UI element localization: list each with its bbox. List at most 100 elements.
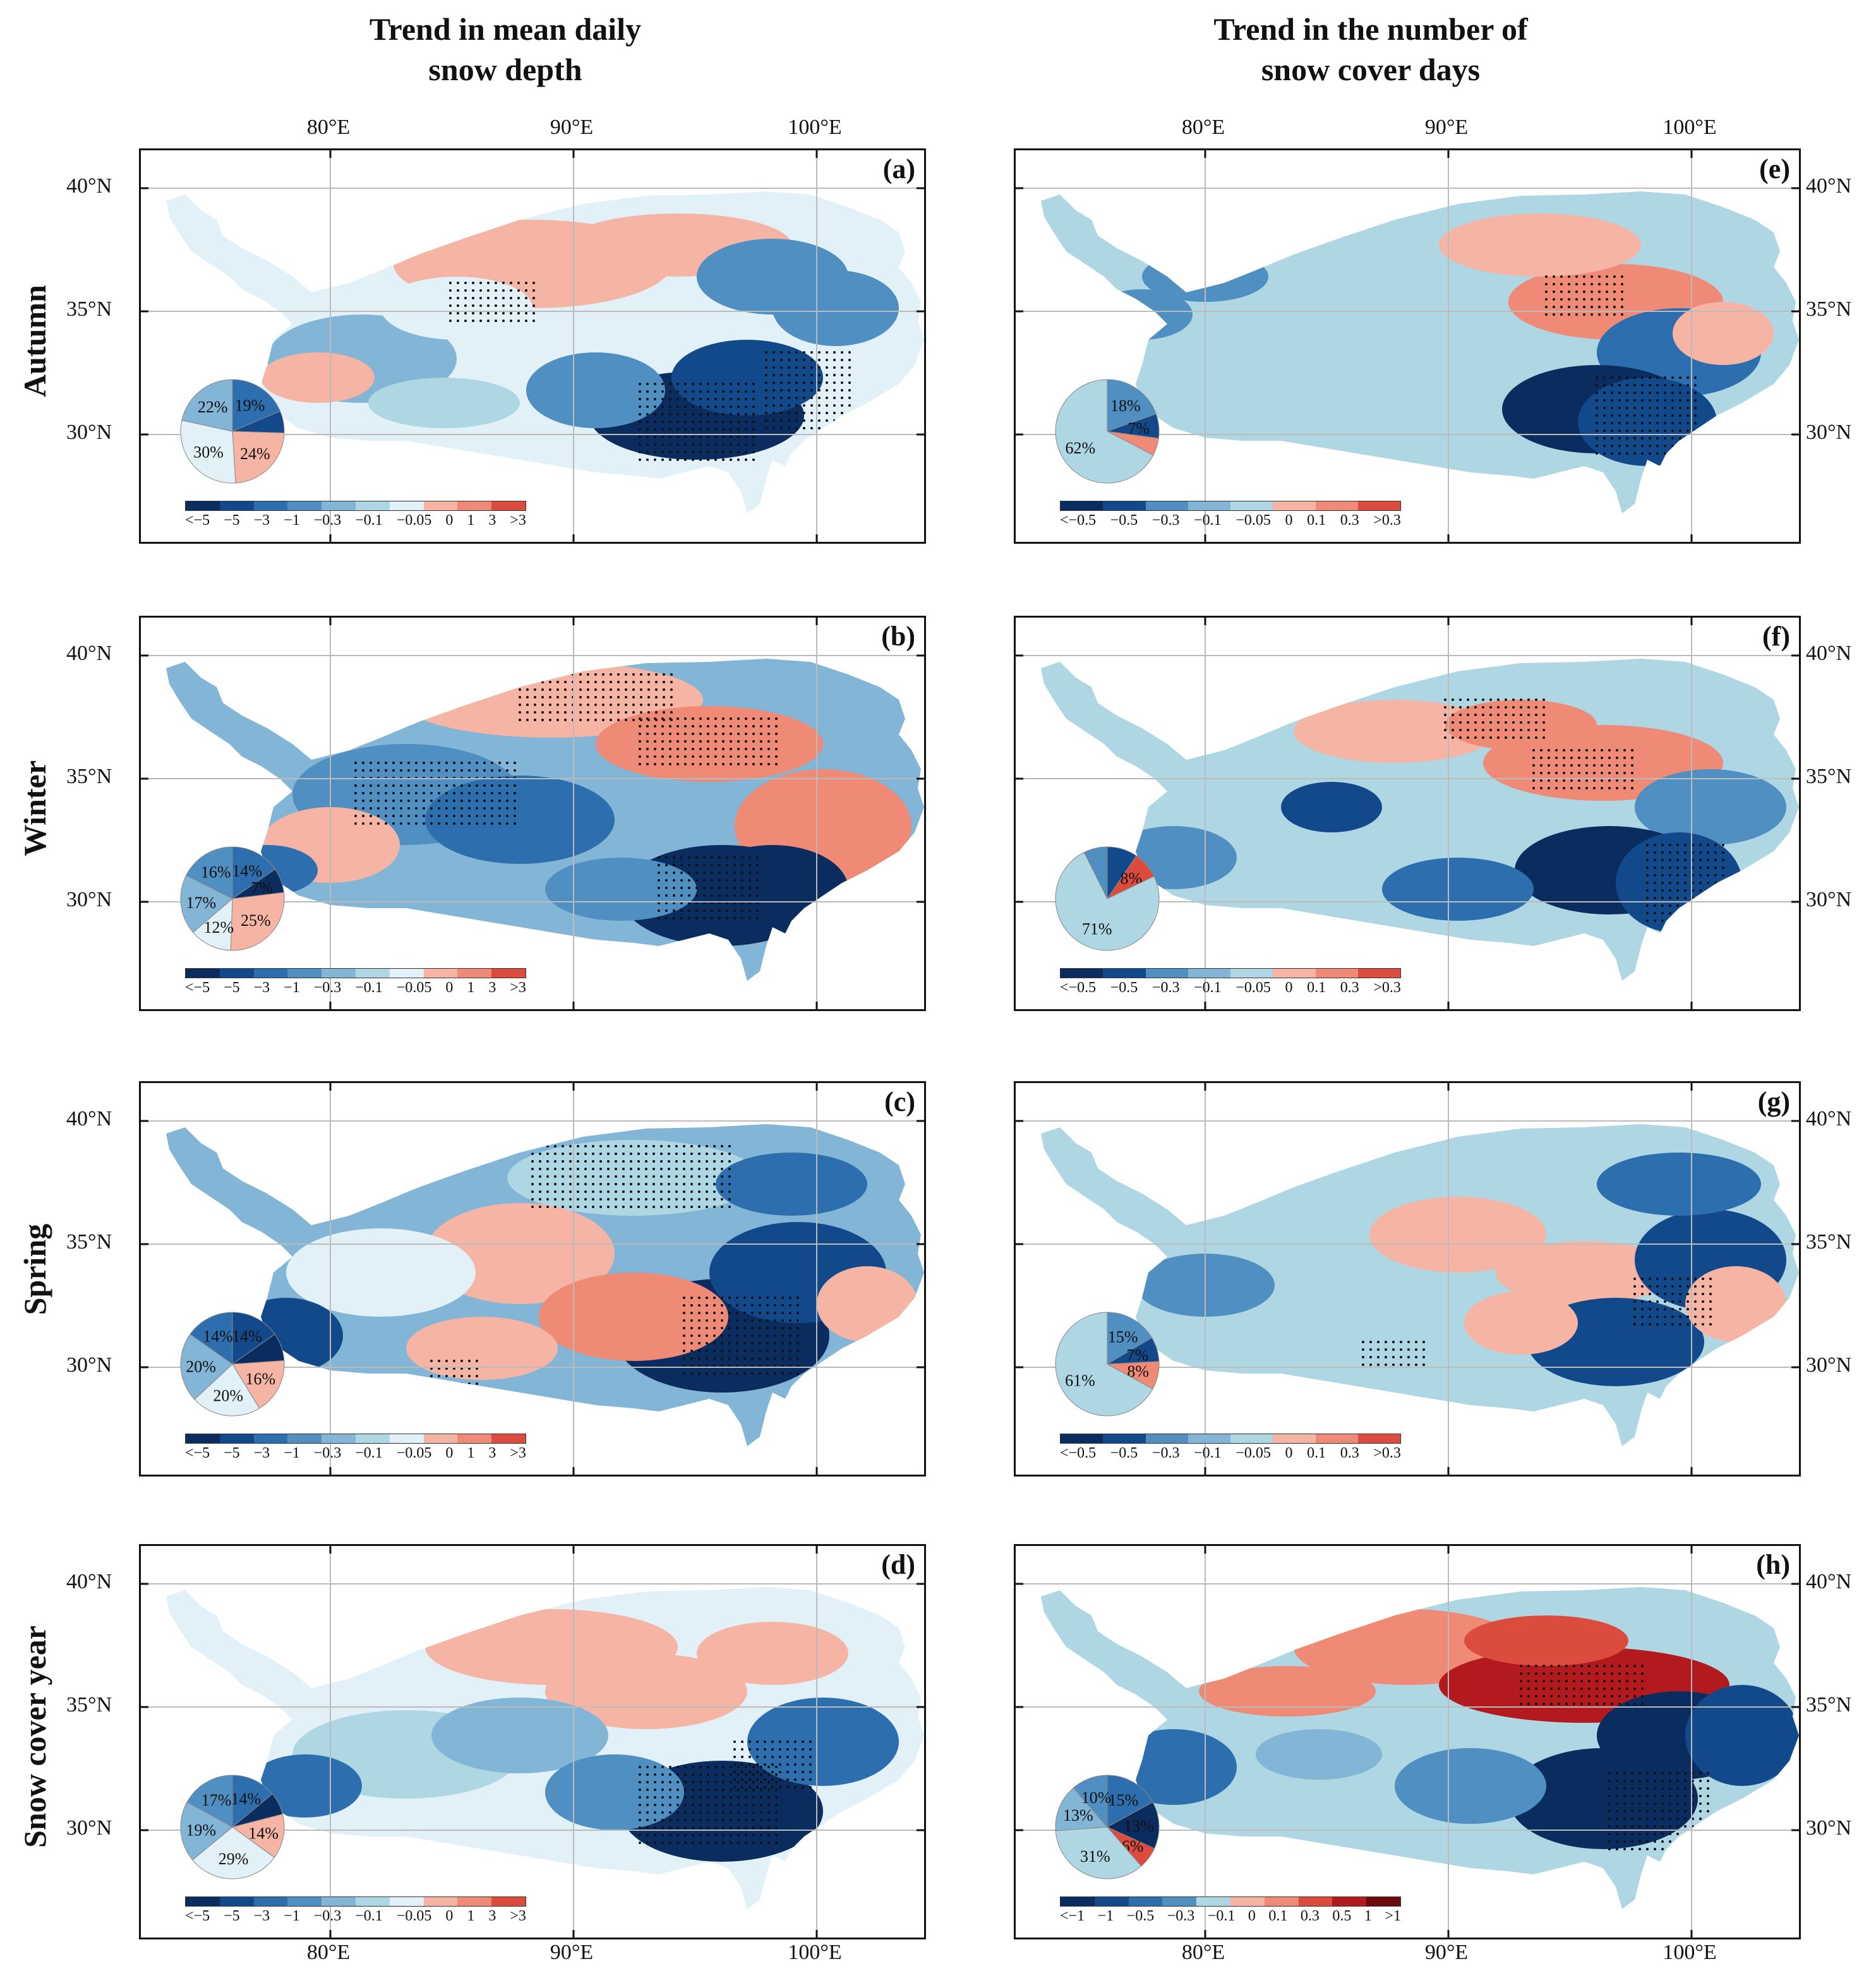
row-label-autumn: Autumn: [17, 285, 52, 397]
significance-dot: [599, 1175, 602, 1178]
significance-dot: [1558, 1672, 1560, 1675]
significance-dot: [752, 763, 755, 765]
significance-dot: [639, 405, 641, 408]
significance-dot: [1616, 779, 1618, 782]
significance-dot: [714, 383, 717, 385]
significance-dot: [767, 748, 770, 750]
significance-dot: [706, 1145, 708, 1147]
significance-dot: [1649, 399, 1651, 402]
significance-dot: [468, 1360, 471, 1362]
significance-dot: [1679, 392, 1681, 394]
significance-dot: [483, 822, 486, 825]
legend-tick-label: −0.3: [313, 1908, 342, 1924]
significance-dot: [680, 917, 683, 920]
significance-dot: [1548, 779, 1550, 782]
significance-dot: [698, 1350, 700, 1352]
significance-dot: [841, 397, 843, 399]
significance-dot: [781, 1372, 784, 1375]
legend-tick-label: 3: [488, 1908, 496, 1924]
longitude-label: 100°E: [788, 116, 842, 139]
significance-dot: [1687, 1308, 1689, 1310]
significance-dot: [707, 405, 709, 408]
trend-region: [1508, 1748, 1698, 1849]
trend-region: [1256, 1729, 1382, 1780]
significance-dot: [803, 366, 805, 369]
significance-dot: [630, 1190, 632, 1193]
legend-swatch: [186, 1897, 220, 1906]
significance-dot: [1623, 779, 1626, 782]
significance-dot: [1656, 1315, 1659, 1318]
significance-dot: [562, 1175, 564, 1178]
significance-dot: [532, 289, 535, 292]
significance-dot: [546, 1145, 549, 1147]
significance-dot: [1654, 1848, 1656, 1850]
significance-dot: [1676, 1795, 1679, 1797]
map-area: [1016, 1083, 1799, 1475]
percentage-pie-chart: 15%13%6%31%13%10%: [1055, 1775, 1160, 1879]
significance-dot: [698, 1304, 700, 1307]
significance-dot: [741, 1756, 743, 1758]
significance-dot: [510, 282, 512, 284]
significance-dot: [733, 1740, 736, 1743]
significance-dot: [764, 1748, 766, 1751]
significance-dot: [607, 1206, 610, 1208]
significance-dot: [1714, 844, 1717, 846]
significance-dot: [676, 1811, 679, 1814]
significance-dot: [699, 390, 702, 393]
legend-tick-label: −0.05: [1236, 512, 1271, 529]
trend-region: [773, 270, 899, 346]
significance-dot: [803, 374, 805, 376]
significance-dot: [639, 755, 641, 758]
significance-dot: [713, 1372, 716, 1375]
significance-dot: [472, 304, 474, 307]
significance-dot: [676, 1788, 679, 1791]
significance-dot: [665, 917, 668, 920]
significance-dot: [1661, 874, 1664, 877]
significance-dot: [1722, 859, 1724, 861]
latitude-label: 30°N: [1806, 1353, 1852, 1377]
significance-dot: [722, 755, 725, 758]
significance-dot: [1656, 445, 1659, 447]
significance-dot: [539, 1168, 541, 1170]
legend-tick-label: <−0.5: [1060, 1445, 1097, 1461]
significance-dot: [1656, 422, 1659, 424]
significance-dot: [526, 681, 529, 683]
significance-dot: [726, 856, 728, 859]
significance-dot: [556, 696, 559, 698]
percentage-pie-chart: 15%7%8%61%: [1055, 1312, 1160, 1417]
significance-dot: [498, 784, 501, 787]
significance-dot: [676, 1826, 679, 1829]
significance-dot: [810, 374, 813, 376]
significance-dot: [745, 1766, 747, 1768]
significance-dot: [639, 1819, 641, 1821]
significance-dot: [658, 909, 660, 912]
pie-slice: [180, 875, 233, 933]
significance-dot: [1377, 1363, 1380, 1366]
significance-dot: [569, 1198, 572, 1201]
significance-dot: [690, 1372, 693, 1375]
significance-dot: [818, 351, 821, 354]
significance-dot: [449, 312, 452, 315]
significance-dot: [1714, 882, 1717, 884]
significance-dot: [706, 1334, 708, 1337]
significance-dot: [707, 755, 709, 758]
significance-dot: [795, 419, 798, 422]
significance-dot: [1654, 851, 1656, 854]
significance-dot: [1593, 787, 1596, 789]
significance-dot: [703, 887, 706, 889]
significance-dot: [795, 359, 798, 361]
significance-dot: [1616, 1848, 1618, 1850]
significance-dot: [1671, 414, 1674, 417]
trend-region: [697, 1622, 848, 1685]
significance-dot: [767, 1804, 770, 1806]
significance-dot: [756, 879, 759, 882]
significance-dot: [1661, 1833, 1664, 1835]
pie-slice: [232, 1312, 275, 1365]
significance-dot: [599, 1160, 602, 1163]
significance-dot: [661, 763, 664, 765]
significance-dot: [707, 1834, 709, 1836]
significance-dot: [392, 784, 395, 787]
significance-dot: [579, 688, 582, 691]
pie-slice: [194, 1363, 260, 1417]
significance-dot: [615, 1145, 617, 1147]
